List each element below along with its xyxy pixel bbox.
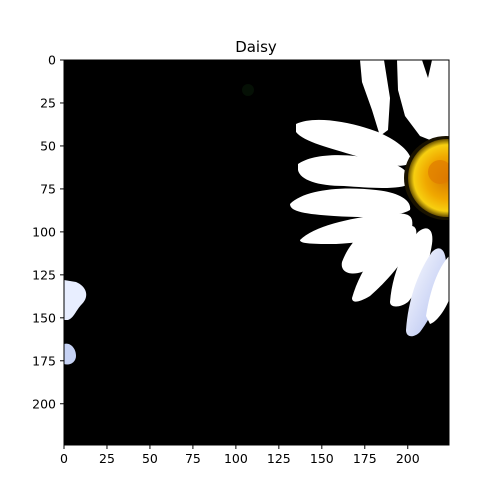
daisy-center-core xyxy=(428,160,449,184)
petal-mid-left xyxy=(298,155,411,188)
bokeh-highlight-lower xyxy=(64,343,76,365)
y-tick-label: 75 xyxy=(40,181,56,196)
petal-bottom-mid-left xyxy=(341,213,413,274)
y-tick-label: 0 xyxy=(48,53,56,68)
x-tick-label: 125 xyxy=(267,451,291,466)
dark-green-speck xyxy=(242,84,254,96)
x-tick-label: 200 xyxy=(396,451,420,466)
daisy-center-disc xyxy=(408,139,449,217)
image-area xyxy=(64,60,449,445)
petal-bottom-mid xyxy=(352,225,417,302)
y-tick-label: 175 xyxy=(32,353,56,368)
y-tick-label: 100 xyxy=(32,224,56,239)
petal-upper-left xyxy=(296,119,412,166)
petal-edge-right xyxy=(426,256,449,324)
petal-bottom-right xyxy=(406,248,446,337)
y-tick-label: 150 xyxy=(32,310,56,325)
petal-lower-left xyxy=(290,188,411,218)
chart-title: Daisy xyxy=(235,38,277,56)
x-tick-label: 175 xyxy=(353,451,377,466)
x-axis: 0 25 50 75 100 125 150 175 200 xyxy=(60,445,420,466)
y-tick-label: 50 xyxy=(40,138,56,153)
x-tick-label: 75 xyxy=(185,451,201,466)
x-tick-label: 100 xyxy=(224,451,248,466)
y-axis: 0 25 50 75 100 125 150 175 200 xyxy=(32,53,64,411)
daisy-center xyxy=(404,136,449,220)
axes-frame xyxy=(63,59,450,446)
y-tick-label: 200 xyxy=(32,396,56,411)
bokeh-highlights xyxy=(64,84,254,365)
x-tick-label: 25 xyxy=(99,451,115,466)
x-tick-label: 50 xyxy=(142,451,158,466)
x-tick-label: 150 xyxy=(310,451,334,466)
y-tick-label: 25 xyxy=(40,95,56,110)
petal-bottom-center xyxy=(390,228,433,307)
daisy-petals xyxy=(290,60,449,337)
bokeh-highlight-upper xyxy=(64,280,87,320)
y-tick-label: 125 xyxy=(32,267,56,282)
x-tick-label: 0 xyxy=(60,451,68,466)
petal-top-right xyxy=(397,60,449,144)
petal-top-left xyxy=(360,60,390,136)
